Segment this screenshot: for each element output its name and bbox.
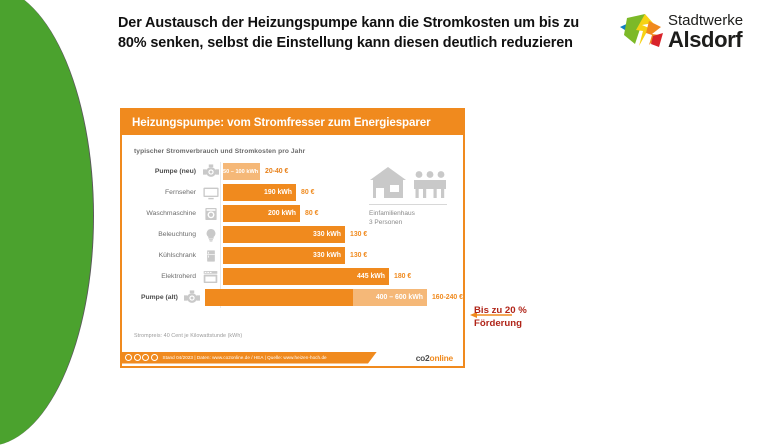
co2online-logo-part1: co2: [415, 352, 430, 363]
creative-commons-icons: [125, 354, 158, 361]
bar-segment-solid: 330 kWh: [223, 226, 345, 244]
bar-segment-light: 400 – 600 kWh: [352, 289, 427, 307]
panel-header: Heizungspumpe: vom Stromfresser zum Ener…: [122, 110, 463, 135]
row-label: Pumpe (alt): [140, 294, 178, 302]
bar-chart: Pumpe (neu) 50 – 100 kWh 20-40 €: [122, 162, 463, 308]
footer-source-text: Stand 04/2023 | Daten: www.co2online.de …: [162, 355, 327, 360]
bar-kwh-label: 200 kWh: [268, 210, 296, 218]
cc-nd-icon: [151, 354, 158, 361]
infographic-panel: Heizungspumpe: vom Stromfresser zum Ener…: [120, 108, 465, 368]
three-people-icon: [414, 171, 446, 198]
row-label: Elektroherd: [161, 273, 196, 281]
bar-segment-solid: [204, 289, 353, 307]
cc-icon: [125, 354, 132, 361]
annotation-line-2: Förderung: [474, 317, 522, 329]
chart-row: Elektroherd 445 kWh 180 €: [134, 267, 463, 287]
bar-cost-label: 180 €: [394, 273, 412, 281]
annotation-callout: Bis zu 20 % Förderung: [474, 305, 527, 331]
logo-line-2: Alsdorf: [668, 27, 743, 52]
chart-row: Pumpe (alt) 400 – 600 kWh 160-240 €: [134, 288, 463, 308]
stove-icon: [201, 268, 220, 285]
bar-wrap: 445 kWh 180 €: [223, 267, 463, 287]
bar-kwh-label: 50 – 100 kWh: [223, 168, 259, 175]
cc-nc-icon: [142, 354, 149, 361]
footer-orange-bar: Stand 04/2023 | Daten: www.co2online.de …: [122, 352, 377, 364]
chart-row: Fernseher 190 kWh 80 €: [134, 183, 463, 203]
chart-row: Beleuchtung 330 kWh 130 €: [134, 225, 463, 245]
tv-icon: [201, 184, 220, 201]
house-icon: [370, 167, 406, 198]
bar-cost-label: 160-240 €: [431, 294, 463, 302]
logo-line-1: Stadtwerke: [668, 12, 744, 29]
bar-wrap: 50 – 100 kWh 20-40 €: [223, 162, 463, 182]
bar-cost-label: 130 €: [350, 252, 368, 260]
chart-footnote: Strompreis: 40 Cent je Kilowattstunde (k…: [134, 333, 243, 339]
annotation-line-1: Bis zu 20 %: [474, 305, 527, 316]
bar-wrap: 190 kWh 80 €: [223, 183, 463, 203]
chart-row: Pumpe (neu) 50 – 100 kWh 20-40 €: [134, 162, 463, 182]
bar-kwh-label: 445 kWh: [357, 273, 385, 281]
pump-icon: [183, 289, 202, 306]
bar-wrap: 330 kWh 130 €: [223, 246, 463, 266]
bar-wrap: 400 – 600 kWh 160-240 €: [204, 288, 463, 308]
stadtwerke-alsdorf-logo: Stadtwerke Alsdorf: [619, 8, 765, 56]
bar-kwh-label: 330 kWh: [313, 231, 341, 239]
row-label: Fernseher: [165, 189, 196, 197]
bar-cost-label: 80 €: [301, 189, 315, 197]
bar-cost-label: 130 €: [350, 231, 368, 239]
panel-subtitle: typischer Stromverbrauch und Stromkosten…: [134, 148, 306, 155]
co2online-logo-part2: online: [429, 352, 454, 363]
bar-kwh-label: 330 kWh: [313, 252, 341, 260]
household-line-2: 3 Personen: [369, 219, 403, 227]
bar-cost-label: 80 €: [305, 210, 319, 218]
bar-cost-label: 20-40 €: [265, 168, 289, 176]
row-label: Waschmaschine: [146, 210, 196, 218]
bar-kwh-label: 400 – 600 kWh: [375, 294, 423, 302]
bar-segment-solid: 445 kWh: [223, 268, 389, 286]
lightbulb-icon: [201, 226, 220, 243]
chart-row: Kühlschrank 330 kWh 130 €: [134, 246, 463, 266]
bar-kwh-label: 190 kWh: [264, 189, 292, 197]
chart-row: Waschmaschine 200 kWh 80 €: [134, 204, 463, 224]
row-label: Pumpe (neu): [154, 168, 196, 176]
divider: [369, 204, 447, 205]
chart-baseline: [220, 162, 221, 308]
bar-wrap: 200 kWh 80 €: [223, 204, 463, 224]
pump-icon: [201, 163, 220, 180]
panel-footer: Stand 04/2023 | Daten: www.co2online.de …: [122, 349, 463, 366]
household-line-1: Einfamilienhaus: [369, 210, 415, 217]
row-label: Beleuchtung: [158, 231, 196, 239]
row-label: Kühlschrank: [158, 252, 196, 260]
bar-segment-light: 50 – 100 kWh: [223, 163, 260, 181]
decorative-green-ellipse: [0, 0, 94, 446]
bar-segment-solid: 200 kWh: [223, 205, 300, 223]
bar-wrap: 330 kWh 130 €: [223, 225, 463, 245]
bar-segment-solid: 330 kWh: [223, 247, 345, 265]
stadtwerke-logo-mark: [620, 14, 663, 47]
washing-machine-icon: [201, 205, 220, 222]
co2online-logo: co2online: [415, 352, 454, 363]
bar-segment-solid: 190 kWh: [223, 184, 296, 202]
page-title: Der Austausch der Heizungspumpe kann die…: [118, 15, 580, 52]
household-illustration: Einfamilienhaus 3 Personen: [369, 166, 453, 228]
cc-by-icon: [134, 354, 141, 361]
annotation-arrow-icon: [470, 312, 512, 318]
fridge-icon: [201, 247, 220, 264]
